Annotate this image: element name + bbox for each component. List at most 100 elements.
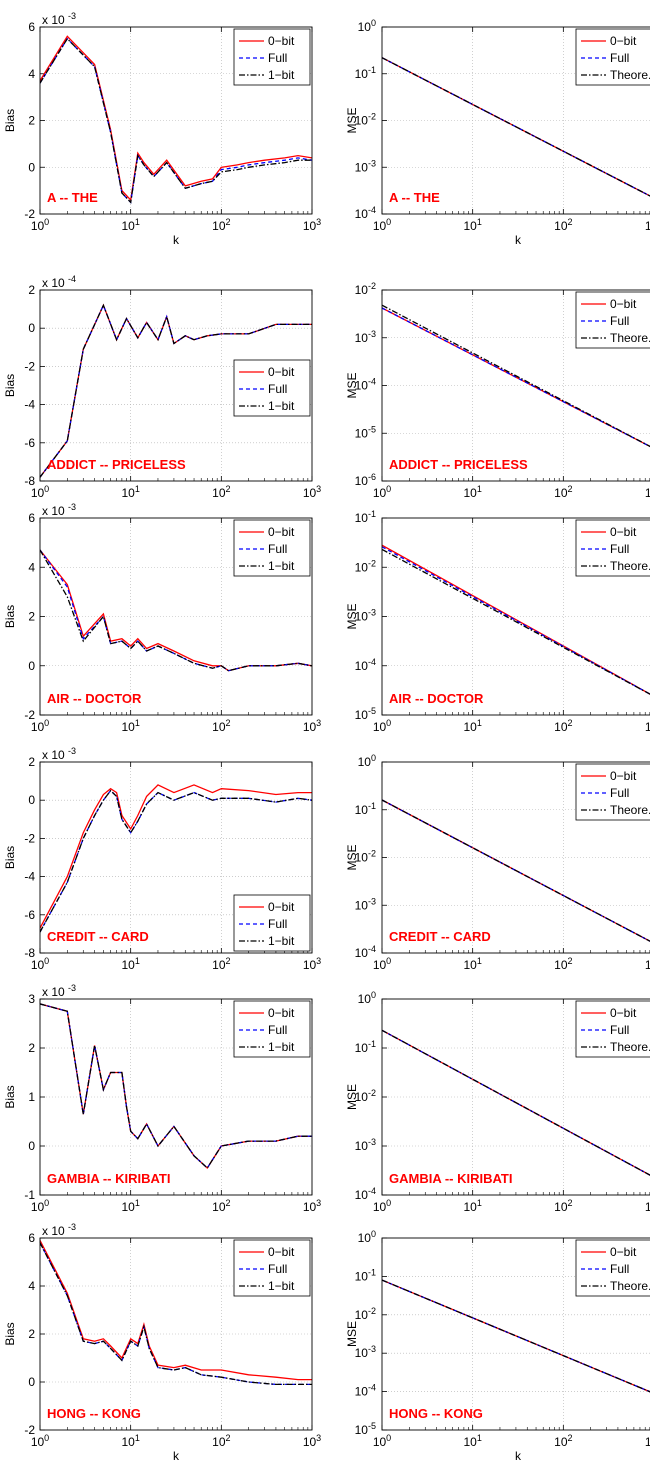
y-tick-label: 2: [28, 1041, 35, 1055]
legend-box: [575, 519, 650, 577]
legend-label-2: Full: [268, 51, 287, 65]
legend-label-1: 0−bit: [610, 297, 637, 311]
x-axis-label: k: [515, 233, 522, 247]
grid: [382, 762, 650, 953]
x-axis: 100 101 102 103: [31, 27, 321, 233]
series-line-3: [382, 548, 650, 695]
x-tick-label: 101: [463, 484, 481, 500]
series-group: [382, 304, 650, 448]
x-tick-label: 100: [31, 484, 49, 500]
y-tick-label: 100: [358, 753, 376, 769]
y-axis-label: Bias: [3, 846, 17, 869]
legend-label-3: Theore.: [610, 803, 650, 817]
y-axis-label: MSE: [345, 372, 359, 398]
y-tick-label: 10-1: [355, 1039, 376, 1055]
x-axis: 100 101 102 103: [373, 762, 650, 972]
y-axis-label: MSE: [345, 603, 359, 629]
y-tick-label: 10-4: [355, 1186, 376, 1202]
x-axis-label: k: [173, 233, 180, 247]
chart-panel-9: 100 101 102 103 -1 0 1 2 3 x 10 -3 Bias GAMBIA -- K…: [3, 983, 321, 1214]
x-axis: 100 101 102 103: [31, 762, 321, 972]
pair-annotation: HONG -- KONG: [389, 1406, 483, 1421]
x-tick-label: 102: [212, 718, 230, 734]
y-multiplier-label: x 10 -3: [42, 746, 76, 762]
y-tick-label: 0: [28, 1139, 35, 1153]
x-axis: 100 101 102 103: [373, 518, 650, 734]
x-tick-label: 103: [645, 484, 650, 500]
legend-label-2: Full: [268, 1262, 287, 1276]
y-tick-label: -2: [24, 831, 35, 845]
chart-panel-7: 100 101 102 103 -8 -6 -4 -2 0 2 x 10 -3 Bias CREDIT …: [3, 746, 321, 972]
x-axis-label: k: [515, 1449, 522, 1461]
y-tick-label: -6: [24, 908, 35, 922]
y-tick-label: 2: [28, 1327, 35, 1341]
y-axis-label: MSE: [345, 1084, 359, 1110]
x-tick-label: 103: [645, 956, 650, 972]
grid: [382, 290, 650, 481]
y-axis-label: MSE: [345, 1321, 359, 1347]
x-tick-label: 103: [303, 217, 321, 233]
y-tick-label: 0: [28, 793, 35, 807]
y-tick-label: 100: [358, 990, 376, 1006]
chart-panel-8: 100 101 102 103 10-4 10-3 10-2 10-1 100 MSE CREDIT…: [345, 753, 650, 972]
y-tick-label: 6: [28, 20, 35, 34]
series-group: [40, 303, 312, 478]
y-tick-label: 10-3: [355, 329, 376, 345]
legend-label-2: Full: [610, 786, 629, 800]
series-line-3: [382, 304, 650, 448]
series-line-3: [40, 303, 312, 478]
x-tick-label: 100: [373, 1433, 391, 1449]
y-tick-label: 0: [28, 659, 35, 673]
legend-box: [575, 763, 650, 821]
axes-frame: [381, 998, 650, 1196]
grid: [382, 27, 650, 214]
y-tick-label: 1: [28, 1090, 35, 1104]
legend-label-3: 1−bit: [268, 559, 295, 573]
series-line-3: [382, 1029, 650, 1176]
y-axis: 10-4 10-3 10-2 10-1 100: [355, 990, 387, 1202]
y-tick-label: -2: [24, 359, 35, 373]
y-tick-label: 100: [358, 18, 376, 34]
y-tick-label: 0: [28, 1375, 35, 1389]
series-group: [40, 549, 312, 672]
y-multiplier-label: x 10 -3: [42, 983, 76, 999]
legend-label-1: 0−bit: [610, 769, 637, 783]
legend: 0−bit Full 1−bit: [233, 894, 311, 952]
x-tick-label: 100: [373, 956, 391, 972]
series-line-3: [40, 789, 312, 933]
legend-label-1: 0−bit: [610, 525, 637, 539]
y-tick-label: 10-4: [355, 657, 376, 673]
x-tick-label: 103: [303, 1433, 321, 1449]
y-tick-label: 6: [28, 1231, 35, 1245]
legend-box: [233, 1000, 311, 1058]
x-tick-label: 101: [121, 718, 139, 734]
axes-frame: [39, 26, 313, 215]
chart-panel-3: 100 101 102 103 -8 -6 -4 -2 0 2 x 10 -4 Bias ADDICT …: [3, 274, 321, 500]
axes-frame: [39, 517, 313, 716]
x-tick-label: 103: [645, 217, 650, 233]
y-multiplier-label: x 10 -3: [42, 502, 76, 518]
series-line-3: [382, 799, 650, 942]
y-tick-label: 10-6: [355, 472, 376, 488]
legend-label-1: 0−bit: [268, 525, 295, 539]
legend-label-2: Full: [268, 917, 287, 931]
grid: [40, 518, 312, 715]
legend-label-2: Full: [268, 382, 287, 396]
grid: [40, 999, 312, 1195]
y-tick-label: 10-3: [355, 608, 376, 624]
legend-label-3: 1−bit: [268, 68, 295, 82]
series-group: [40, 1003, 312, 1170]
series-group: [40, 1240, 312, 1386]
legend-label-3: 1−bit: [268, 934, 295, 948]
grid: [382, 518, 650, 715]
series-group: [40, 784, 312, 933]
legend-label-2: Full: [268, 542, 287, 556]
series-group: [382, 1279, 650, 1393]
series-group: [40, 35, 312, 204]
y-axis-label: MSE: [345, 844, 359, 870]
legend-label-1: 0−bit: [610, 34, 637, 48]
x-tick-label: 102: [212, 1433, 230, 1449]
pair-annotation: CREDIT -- CARD: [47, 929, 149, 944]
x-axis: 100 101 102 103: [31, 518, 321, 734]
y-multiplier-label: x 10 -3: [42, 11, 76, 27]
